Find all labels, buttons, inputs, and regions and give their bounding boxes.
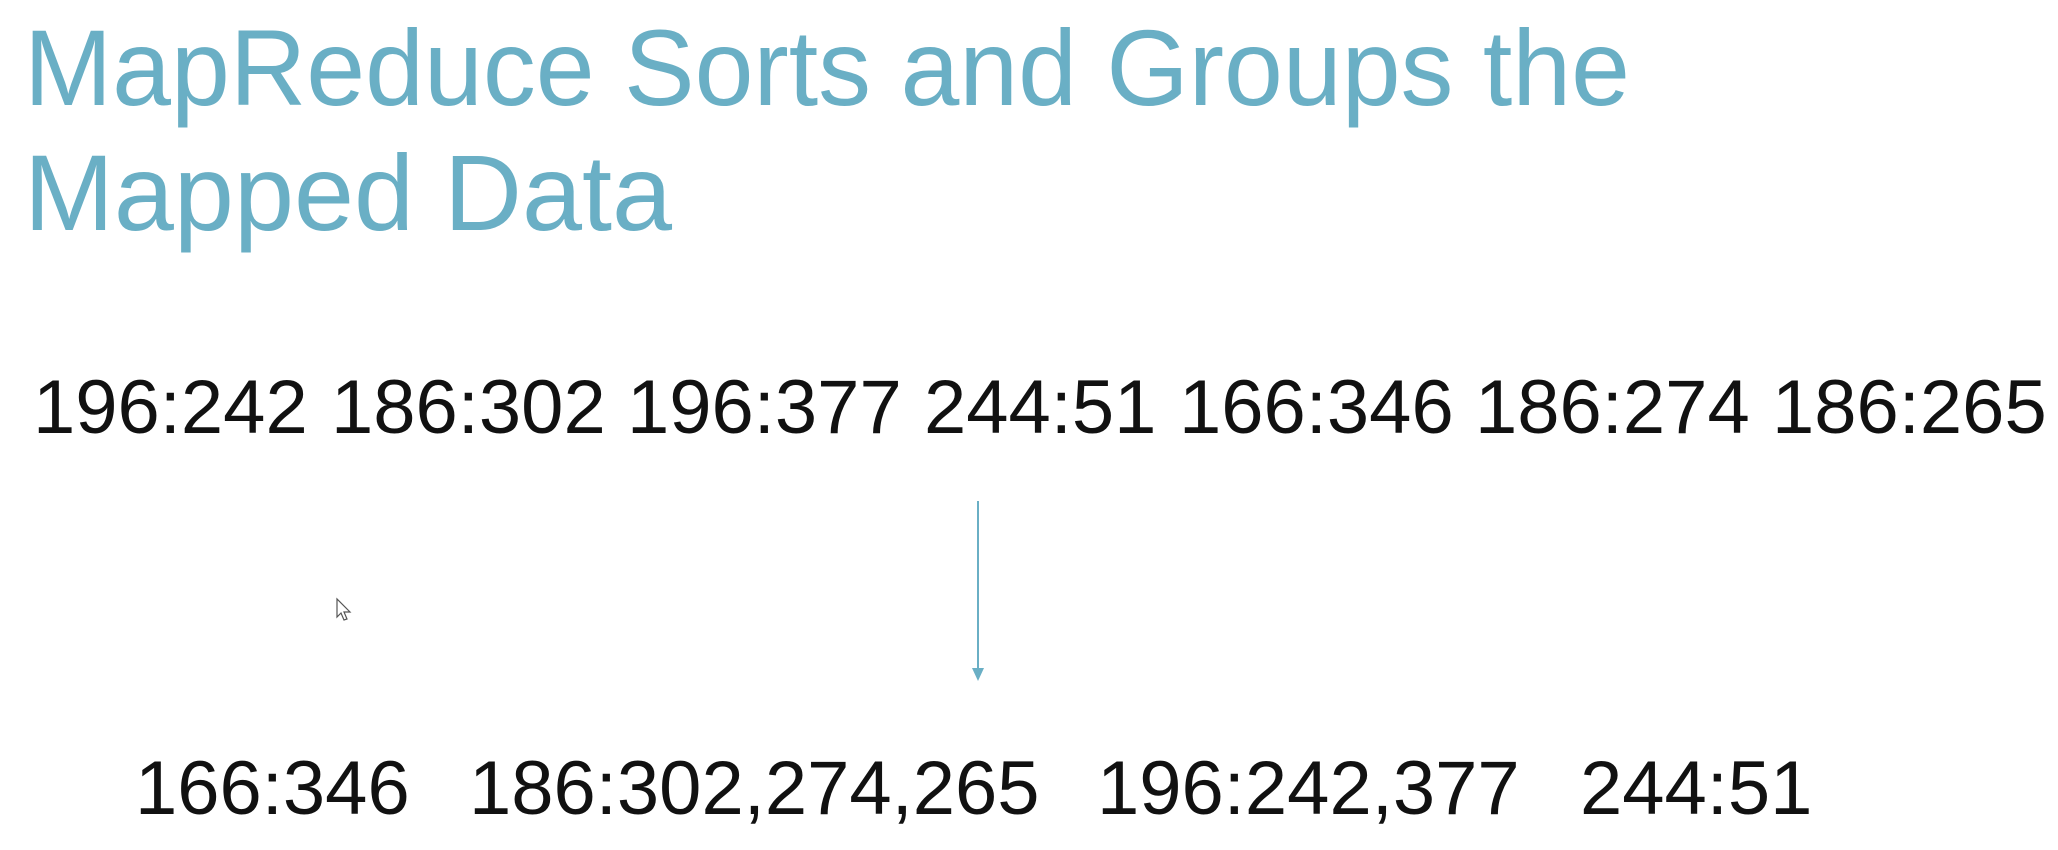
- mapped-pair: 166:346: [1179, 365, 1454, 450]
- mapped-pair: 186:274: [1475, 365, 1750, 450]
- grouped-pair: 186:302,274,265: [469, 746, 1040, 831]
- grouped-pair: 166:346: [135, 746, 410, 831]
- mouse-cursor: [336, 597, 352, 621]
- grouped-pair: 244:51: [1580, 746, 1812, 831]
- mapped-pair: 244:51: [924, 365, 1156, 450]
- grouped-pair: 196:242,377: [1097, 746, 1520, 831]
- slide-title: Mapped Data: [24, 132, 673, 253]
- mapped-pair: 196:242: [33, 365, 308, 450]
- grouped-row: 166:346 186:302,274,265 196:242,377 244:51: [135, 746, 1812, 831]
- arrow: [972, 501, 984, 681]
- mapped-pair: 196:377: [627, 365, 902, 450]
- mapped-pair: 186:265: [1772, 365, 2047, 450]
- mapped-pair: 186:302: [331, 365, 606, 450]
- slide-title: MapReduce Sorts and Groups the: [24, 7, 1630, 128]
- mapped-row: 196:242 186:302 196:377 244:51 166:346 186:27…: [33, 365, 2047, 450]
